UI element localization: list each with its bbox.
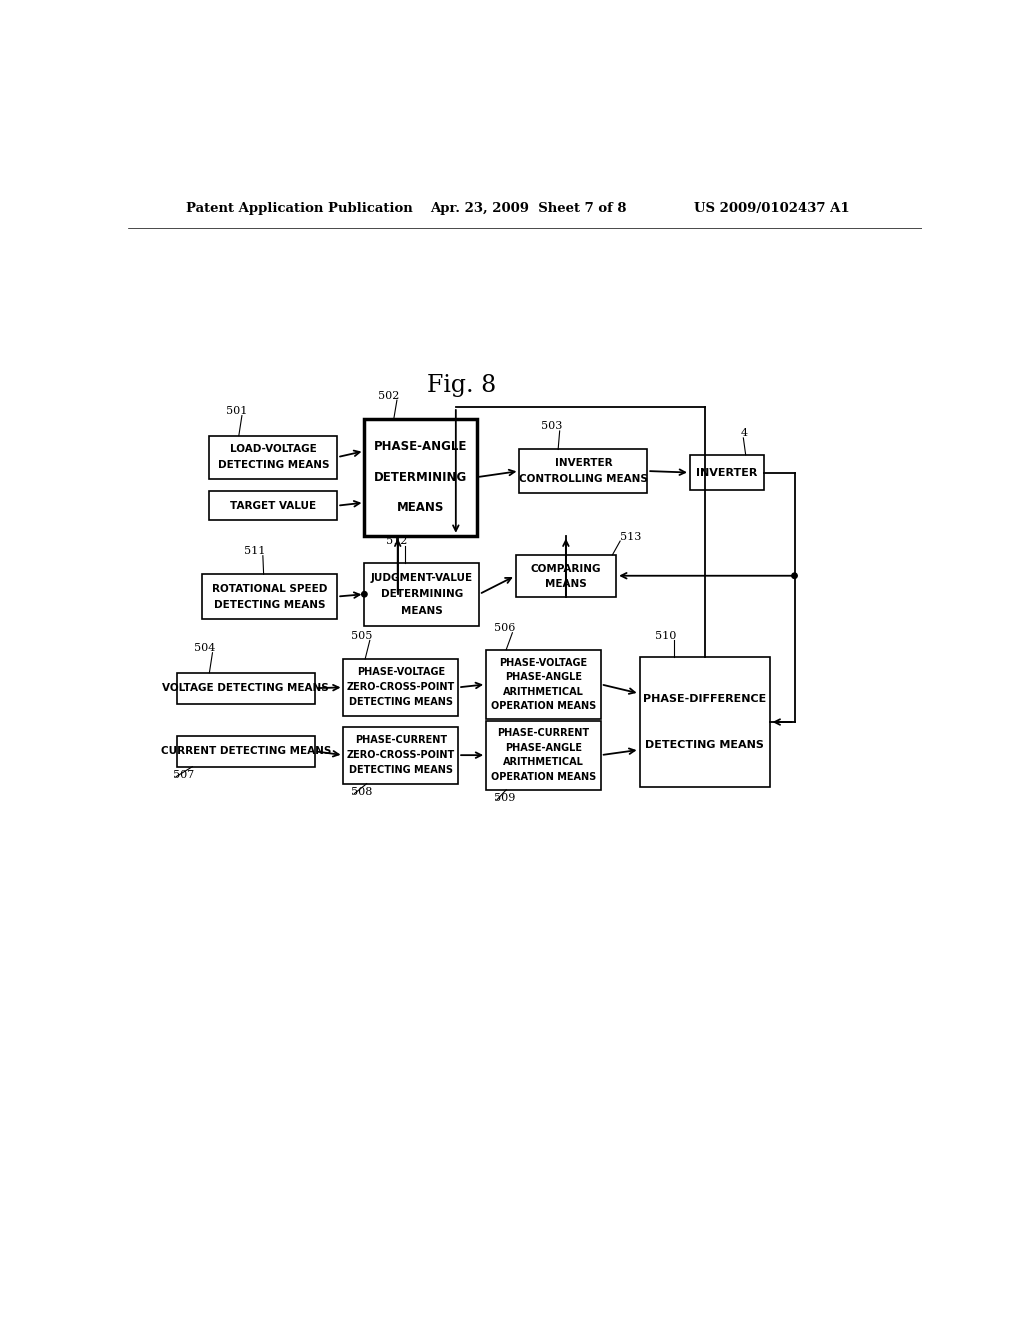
Text: 505: 505: [351, 631, 373, 642]
Circle shape: [361, 591, 367, 597]
Bar: [343, 659, 458, 715]
Text: DETECTING MEANS: DETECTING MEANS: [349, 697, 453, 708]
Bar: [343, 726, 458, 784]
Bar: [486, 649, 601, 719]
Bar: [519, 450, 647, 492]
Text: PHASE-VOLTAGE: PHASE-VOLTAGE: [500, 657, 588, 668]
Circle shape: [792, 573, 798, 578]
Text: PHASE-DIFFERENCE: PHASE-DIFFERENCE: [643, 694, 766, 704]
Text: PHASE-ANGLE: PHASE-ANGLE: [374, 440, 467, 453]
Text: INVERTER: INVERTER: [555, 458, 612, 469]
Text: PHASE-VOLTAGE: PHASE-VOLTAGE: [356, 668, 444, 677]
Text: MEANS: MEANS: [545, 578, 587, 589]
Text: COMPARING: COMPARING: [530, 564, 601, 574]
Text: 509: 509: [494, 793, 515, 804]
Bar: [365, 418, 477, 536]
Text: 503: 503: [541, 421, 562, 432]
Text: JUDGMENT-VALUE: JUDGMENT-VALUE: [371, 573, 473, 582]
Text: Patent Application Publication: Patent Application Publication: [186, 202, 413, 215]
Text: 506: 506: [494, 623, 515, 634]
Text: DETECTING MEANS: DETECTING MEANS: [645, 741, 764, 750]
Bar: [209, 491, 337, 520]
Bar: [177, 673, 314, 704]
Text: ZERO-CROSS-POINT: ZERO-CROSS-POINT: [347, 750, 455, 760]
Text: OPERATION MEANS: OPERATION MEANS: [490, 701, 596, 711]
Text: 510: 510: [655, 631, 677, 642]
Text: 501: 501: [226, 407, 248, 416]
Text: Apr. 23, 2009  Sheet 7 of 8: Apr. 23, 2009 Sheet 7 of 8: [430, 202, 627, 215]
Text: 512: 512: [386, 536, 408, 546]
Text: 504: 504: [194, 643, 215, 653]
Text: MEANS: MEANS: [400, 606, 442, 616]
Text: DETECTING MEANS: DETECTING MEANS: [217, 459, 329, 470]
Text: ROTATIONAL SPEED: ROTATIONAL SPEED: [212, 583, 327, 594]
Bar: [177, 737, 314, 767]
Bar: [202, 574, 337, 619]
Text: US 2009/0102437 A1: US 2009/0102437 A1: [693, 202, 849, 215]
Bar: [209, 436, 337, 479]
Text: OPERATION MEANS: OPERATION MEANS: [490, 772, 596, 781]
Text: DETECTING MEANS: DETECTING MEANS: [349, 766, 453, 775]
Text: ARITHMETICAL: ARITHMETICAL: [503, 686, 584, 697]
Text: DETERMINING: DETERMINING: [374, 471, 467, 483]
Text: DETERMINING: DETERMINING: [381, 589, 463, 599]
Bar: [515, 554, 616, 598]
Text: 4: 4: [740, 429, 748, 438]
Text: 508: 508: [351, 787, 373, 797]
Text: CONTROLLING MEANS: CONTROLLING MEANS: [519, 474, 648, 483]
Text: CURRENT DETECTING MEANS: CURRENT DETECTING MEANS: [161, 746, 331, 756]
Text: MEANS: MEANS: [397, 502, 444, 515]
Text: ZERO-CROSS-POINT: ZERO-CROSS-POINT: [347, 682, 455, 693]
Text: VOLTAGE DETECTING MEANS: VOLTAGE DETECTING MEANS: [163, 684, 329, 693]
Text: TARGET VALUE: TARGET VALUE: [230, 500, 316, 511]
Bar: [640, 657, 770, 787]
Bar: [486, 721, 601, 789]
Text: PHASE-CURRENT: PHASE-CURRENT: [498, 729, 590, 738]
Text: LOAD-VOLTAGE: LOAD-VOLTAGE: [230, 445, 316, 454]
Text: 513: 513: [621, 532, 641, 541]
Text: DETECTING MEANS: DETECTING MEANS: [214, 599, 326, 610]
Text: PHASE-ANGLE: PHASE-ANGLE: [505, 743, 582, 752]
Text: 502: 502: [378, 391, 399, 401]
Text: Fig. 8: Fig. 8: [427, 374, 496, 397]
Text: ARITHMETICAL: ARITHMETICAL: [503, 758, 584, 767]
Text: 507: 507: [173, 771, 195, 780]
Bar: [690, 455, 764, 490]
Text: INVERTER: INVERTER: [696, 467, 758, 478]
Bar: [365, 562, 479, 626]
Text: 511: 511: [245, 546, 265, 556]
Text: PHASE-CURRENT: PHASE-CURRENT: [354, 735, 446, 746]
Text: PHASE-ANGLE: PHASE-ANGLE: [505, 672, 582, 682]
